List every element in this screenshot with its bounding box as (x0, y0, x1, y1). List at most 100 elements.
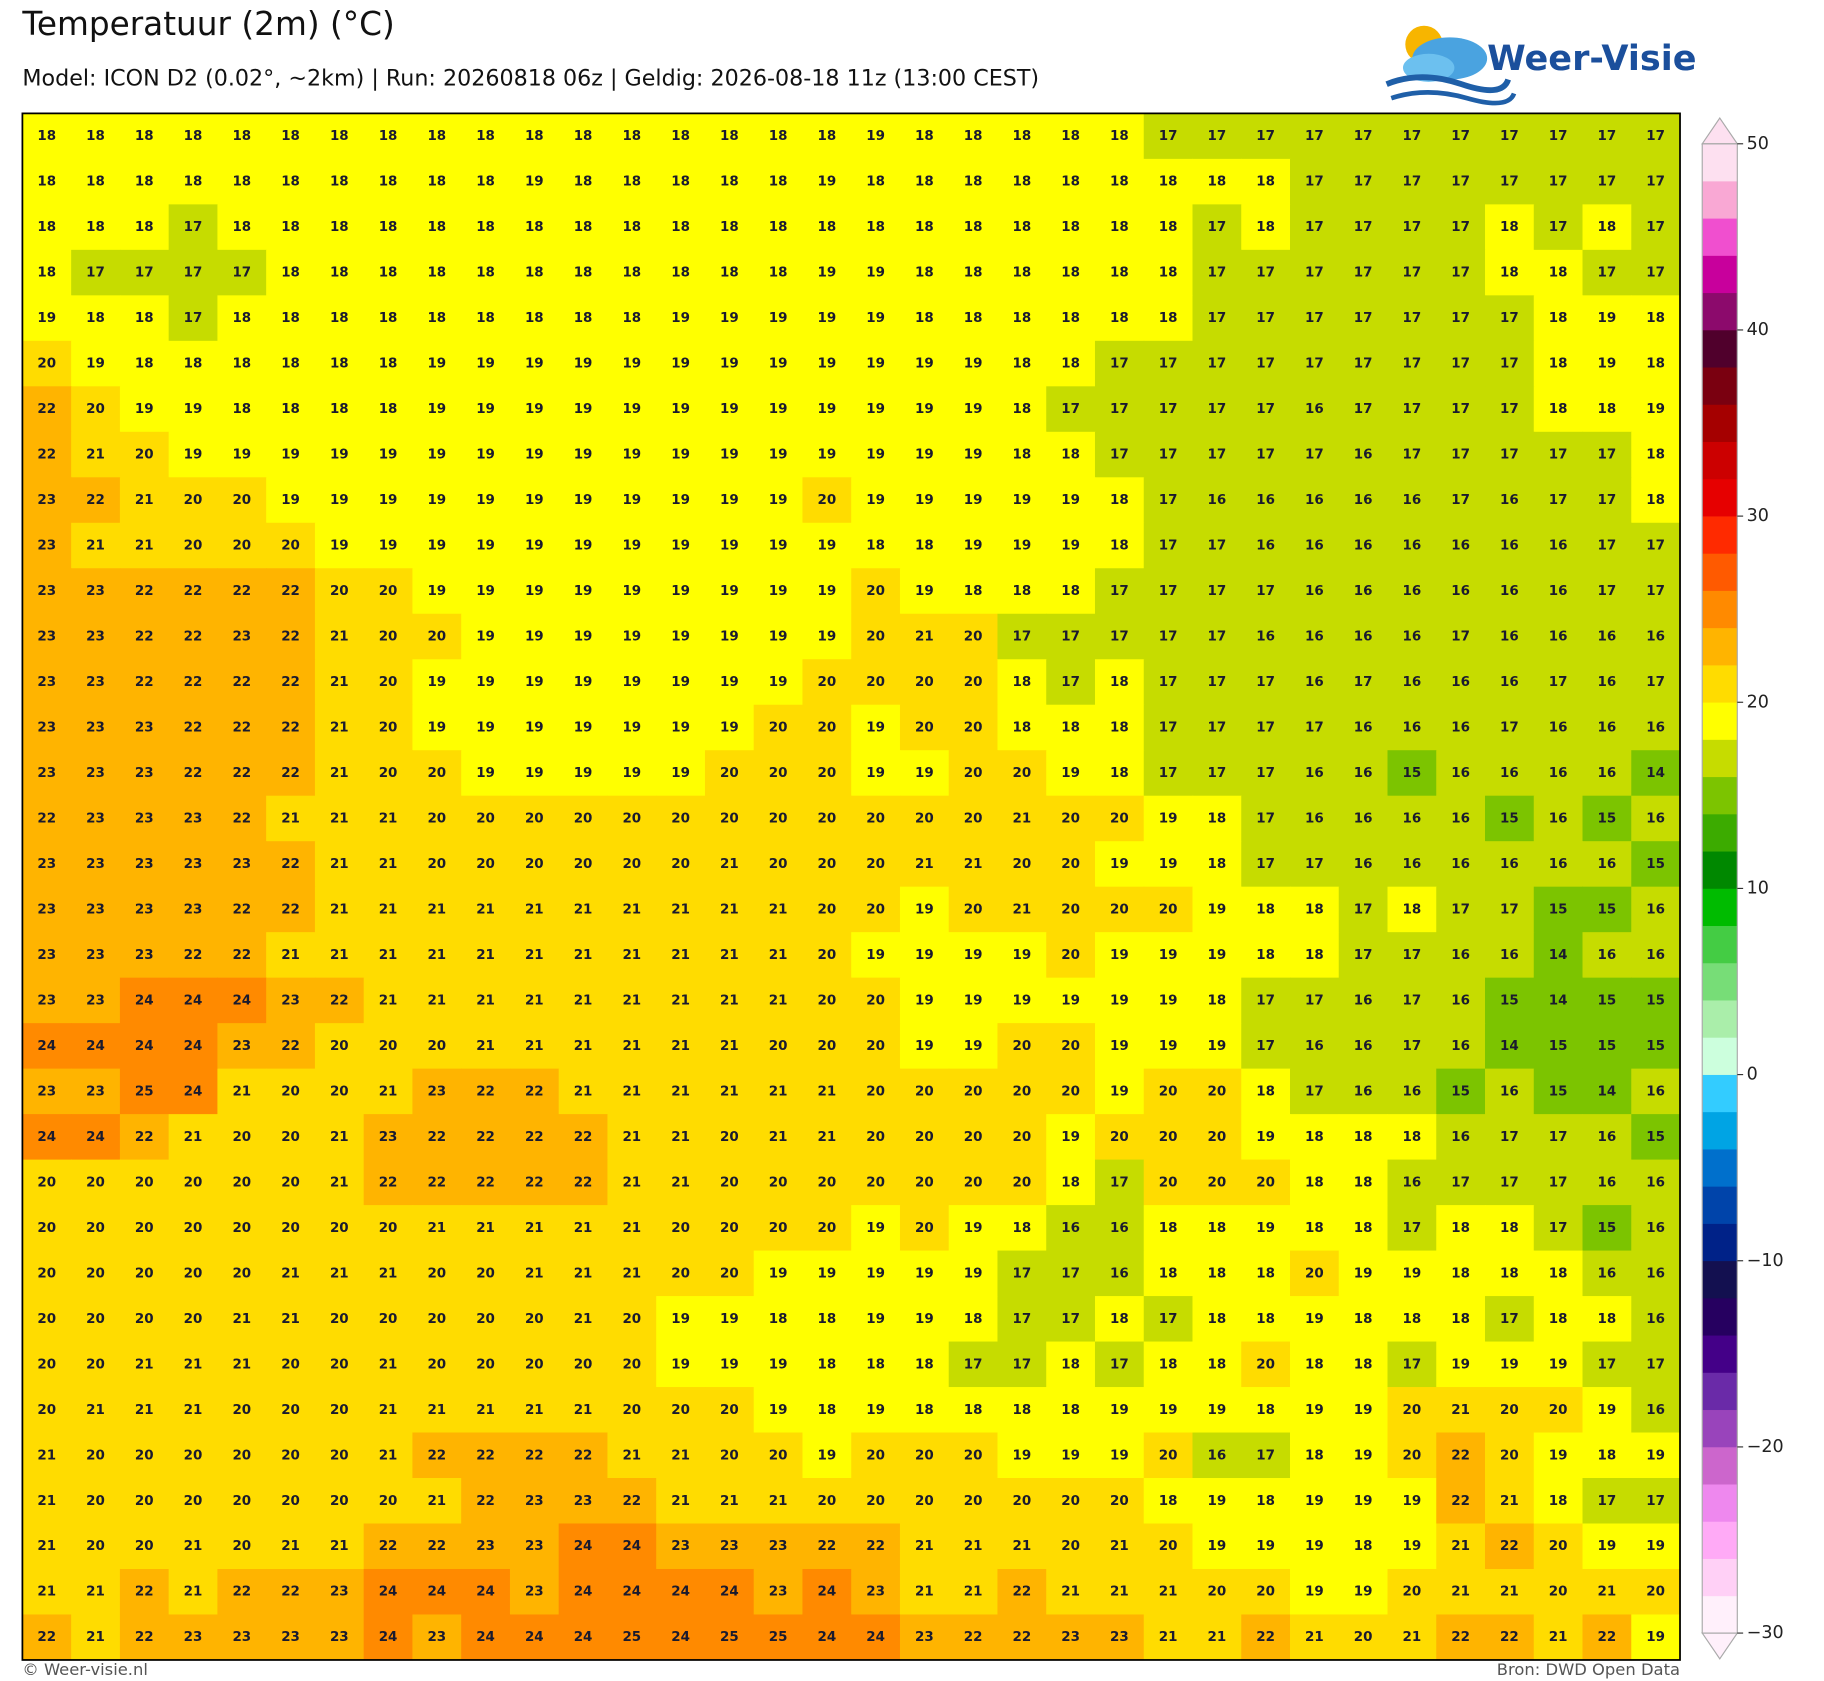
temperature-cell (1436, 1478, 1486, 1525)
temperature-label: 17 (1305, 720, 1324, 735)
temperature-label: 17 (1403, 266, 1422, 281)
temperature-label: 24 (135, 993, 154, 1008)
temperature-cell (1533, 659, 1584, 706)
temperature-cell (363, 932, 414, 979)
temperature-cell (119, 613, 170, 660)
temperature-label: 17 (1451, 129, 1470, 144)
temperature-label: 18 (915, 1357, 934, 1372)
temperature-label: 20 (622, 1312, 641, 1327)
temperature-label: 20 (184, 1175, 203, 1190)
temperature-cell (851, 1523, 901, 1570)
temperature-cell (1143, 295, 1194, 342)
temperature-cell (1631, 750, 1681, 797)
temperature-label: 24 (135, 1039, 154, 1054)
temperature-label: 25 (135, 1084, 154, 1099)
temperature-label: 20 (86, 1357, 105, 1372)
temperature-label: 19 (281, 493, 300, 508)
temperature-cell (1387, 340, 1437, 387)
temperature-label: 18 (1012, 266, 1031, 281)
temperature-label: 23 (37, 539, 56, 554)
temperature-label: 21 (37, 1585, 56, 1600)
temperature-cell (22, 613, 72, 660)
temperature-label: 18 (37, 266, 56, 281)
temperature-cell (753, 795, 804, 842)
temperature-label: 19 (1061, 993, 1080, 1008)
temperature-label: 21 (135, 493, 154, 508)
temperature-cell (266, 1296, 316, 1343)
temperature-cell (997, 750, 1047, 797)
temperature-cell (851, 568, 901, 615)
temperature-label: 23 (37, 993, 56, 1008)
temperature-cell (266, 158, 316, 205)
temperature-label: 19 (1061, 539, 1080, 554)
temperature-label: 21 (720, 902, 739, 917)
temperature-cell (851, 750, 901, 797)
temperature-label: 19 (964, 1266, 983, 1281)
temperature-label: 19 (1500, 1357, 1519, 1372)
temperature-cell (1533, 1159, 1584, 1206)
temperature-cell (802, 841, 852, 888)
temperature-label: 21 (184, 1585, 203, 1600)
colorbar-bin (1702, 1260, 1738, 1299)
temperature-cell (1631, 1023, 1681, 1070)
temperature-cell (412, 1478, 462, 1525)
colorbar-bin (1702, 739, 1738, 778)
temperature-cell (1582, 1523, 1632, 1570)
temperature-cell (71, 977, 121, 1024)
temperature-cell (1485, 1568, 1535, 1616)
temperature-label: 19 (720, 539, 739, 554)
temperature-label: 18 (1012, 1221, 1031, 1236)
temperature-cell (558, 1432, 609, 1479)
temperature-cell (1387, 568, 1437, 615)
temperature-cell (1289, 886, 1340, 933)
temperature-label: 19 (525, 493, 544, 508)
temperature-label: 17 (1208, 448, 1227, 463)
temperature-label: 24 (622, 1585, 641, 1600)
temperature-cell (1436, 1387, 1486, 1434)
temperature-cell (899, 204, 950, 251)
temperature-label: 21 (574, 948, 593, 963)
temperature-cell (1143, 1296, 1194, 1343)
temperature-label: 18 (1110, 675, 1129, 690)
temperature-label: 17 (1403, 357, 1422, 372)
temperature-label: 21 (281, 1312, 300, 1327)
temperature-label: 17 (1208, 766, 1227, 781)
temperature-cell (266, 659, 316, 706)
temperature-label: 20 (915, 1448, 934, 1463)
temperature-label: 16 (1403, 675, 1422, 690)
temperature-cell (802, 1614, 852, 1661)
temperature-label: 22 (281, 720, 300, 735)
temperature-label: 16 (1354, 629, 1373, 644)
temperature-cell (1241, 659, 1291, 706)
temperature-cell (266, 1023, 316, 1070)
temperature-label: 17 (184, 311, 203, 326)
temperature-label: 16 (1451, 539, 1470, 554)
temperature-label: 18 (1061, 1357, 1080, 1372)
temperature-cell (412, 977, 462, 1024)
temperature-label: 17 (1598, 175, 1617, 190)
temperature-cell (656, 932, 706, 979)
temperature-label: 16 (1549, 584, 1568, 599)
temperature-label: 21 (1159, 1630, 1178, 1645)
temperature-cell (899, 1387, 950, 1434)
temperature-cell (1436, 1341, 1486, 1388)
temperature-label: 19 (915, 902, 934, 917)
temperature-label: 18 (720, 220, 739, 235)
temperature-label: 18 (86, 175, 105, 190)
temperature-cell (753, 113, 804, 160)
temperature-cell (1485, 295, 1535, 342)
temperature-cell (1533, 1296, 1584, 1343)
temperature-cell (119, 522, 170, 569)
temperature-cell (1143, 477, 1194, 524)
temperature-label: 19 (1598, 357, 1617, 372)
temperature-label: 14 (1500, 1039, 1519, 1054)
temperature-label: 18 (476, 311, 495, 326)
temperature-cell (1631, 386, 1681, 433)
temperature-label: 17 (1256, 584, 1275, 599)
temperature-label: 15 (1598, 993, 1617, 1008)
temperature-cell (363, 750, 414, 797)
temperature-cell (509, 841, 560, 888)
temperature-cell (1338, 522, 1389, 569)
temperature-label: 17 (1646, 539, 1665, 554)
temperature-label: 24 (720, 1585, 739, 1600)
